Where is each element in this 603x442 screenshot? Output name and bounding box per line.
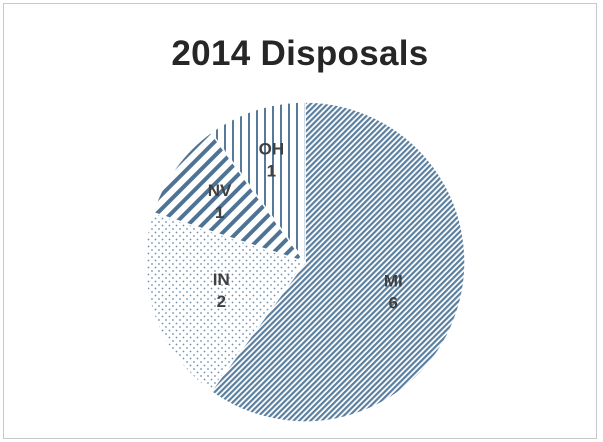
chart-title: 2014 Disposals (171, 34, 429, 73)
slice-value-label: 2 (217, 292, 226, 311)
slice-category-label: OH (259, 140, 285, 159)
pie-slice-in (144, 211, 307, 393)
slice-value-label: 1 (267, 162, 276, 181)
pie-slice-nv (151, 131, 307, 264)
slice-value-label: 1 (215, 203, 224, 222)
slice-category-label: IN (213, 270, 230, 289)
slice-category-label: NV (208, 181, 232, 200)
slice-value-label: 6 (389, 294, 398, 313)
pie-slice-oh (209, 101, 306, 265)
slice-category-label: MI (384, 272, 403, 291)
pie-slice-mi (209, 101, 466, 423)
